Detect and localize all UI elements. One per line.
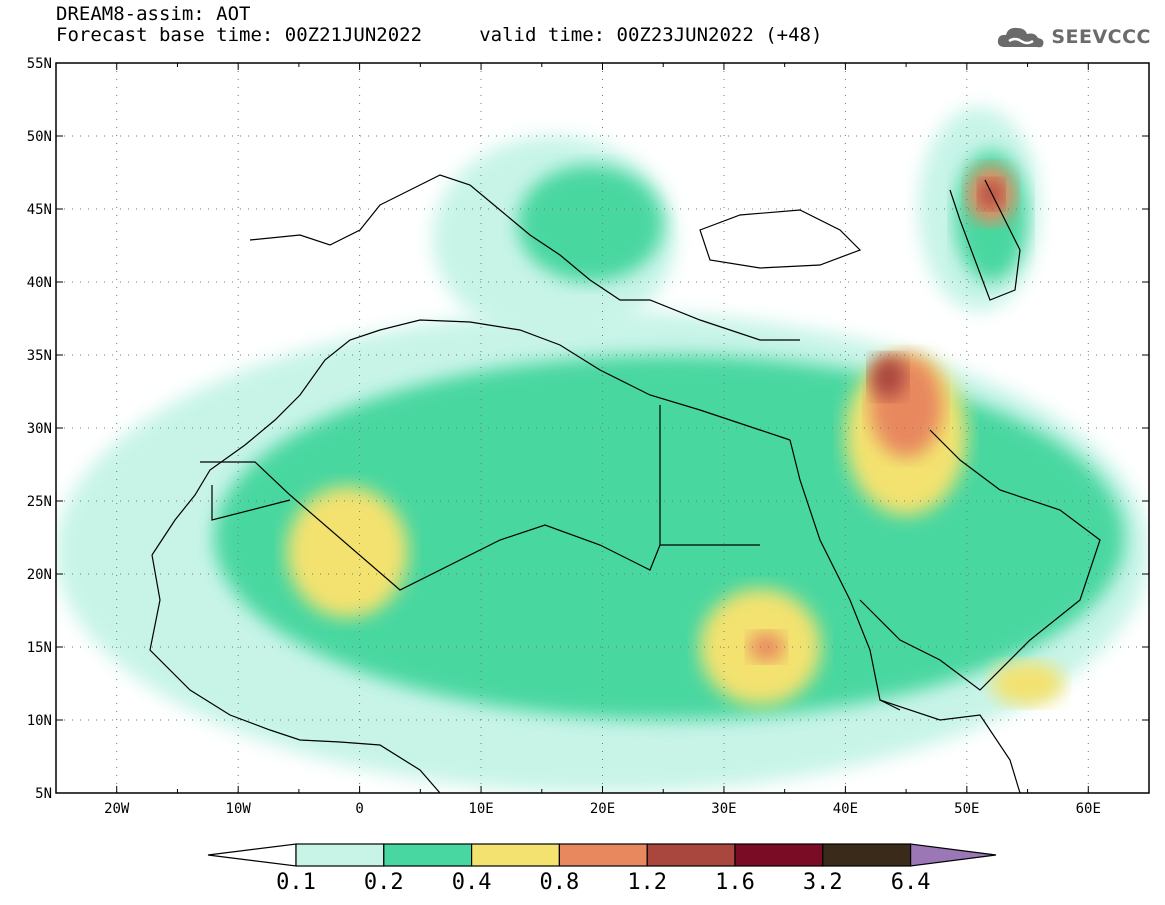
model-title: DREAM8-assim: AOT xyxy=(56,3,251,25)
lat-label-55N: 55N xyxy=(27,56,52,72)
colorbar-label-1.2: 1.2 xyxy=(627,870,667,895)
lat-label-15N: 15N xyxy=(27,640,52,656)
coastline-europe xyxy=(249,174,800,341)
lat-label-25N: 25N xyxy=(27,494,52,510)
colorbar-bin-3 xyxy=(558,843,648,867)
coastline-black-sea xyxy=(699,209,862,269)
aod-field-13 xyxy=(869,355,907,399)
aod-field-4 xyxy=(517,165,664,282)
lat-label-50N: 50N xyxy=(27,129,52,145)
lon-label-10W: 10W xyxy=(226,801,252,817)
lon-label-30E: 30E xyxy=(711,801,736,817)
lat-label-20N: 20N xyxy=(27,567,52,583)
lon-label-10E: 10E xyxy=(468,801,493,817)
lon-label-40E: 40E xyxy=(833,801,858,817)
aod-field-10 xyxy=(748,632,785,662)
coastline-horn-of-africa xyxy=(879,699,1021,793)
border-sahara-north xyxy=(200,461,760,591)
aod-field-9 xyxy=(991,661,1064,706)
lat-label-5N: 5N xyxy=(35,786,52,802)
lon-label-20W: 20W xyxy=(104,801,130,817)
lat-label-45N: 45N xyxy=(27,202,52,218)
lon-label-50E: 50E xyxy=(954,801,979,817)
cloud-logo-icon xyxy=(998,27,1044,48)
colorbar-label-0.4: 0.4 xyxy=(452,870,492,895)
seevccc-logo: SEEVCCC xyxy=(995,22,1151,52)
dust-aod-fields xyxy=(56,106,1149,793)
coastlines-and-borders xyxy=(149,174,1101,793)
coastline-arabia xyxy=(859,429,1101,691)
colorbar-bin-2 xyxy=(471,843,561,867)
lat-label-30N: 30N xyxy=(27,421,52,437)
axis-ticks: 20W 10W 0 10E 20E 30E 40E 50E 60E 5N 10N 15N 20N 25N 3… xyxy=(27,56,1150,817)
border-mauritania xyxy=(211,485,291,521)
forecast-time-line: Forecast base time: 00Z21JUN2022 valid t… xyxy=(56,24,823,46)
colorbar-label-0.1: 0.1 xyxy=(276,870,316,895)
lat-label-40N: 40N xyxy=(27,275,52,291)
colorbar-label-3.2: 3.2 xyxy=(803,870,843,895)
colorbar-label-0.2: 0.2 xyxy=(364,870,404,895)
colorbar-bin-5 xyxy=(734,843,824,867)
colorbar: 0.1 0.2 0.4 0.8 1.2 1.6 3.2 6.4 xyxy=(207,843,997,895)
aod-field-6 xyxy=(286,486,409,618)
lon-label-20E: 20E xyxy=(590,801,615,817)
coastline-caspian xyxy=(949,179,1021,301)
colorbar-label-6.4: 6.4 xyxy=(891,870,931,895)
colorbar-bin-1 xyxy=(383,843,473,867)
logo-text: SEEVCCC xyxy=(1051,26,1151,48)
lat-label-10N: 10N xyxy=(27,713,52,729)
colorbar-label-0.8: 0.8 xyxy=(540,870,580,895)
colorbar-bin-4 xyxy=(646,843,736,867)
coastline-gulf-of-guinea xyxy=(149,554,441,793)
colorbar-bin-6 xyxy=(822,843,912,867)
colorbar-under-triangle xyxy=(207,843,297,867)
lon-label-0: 0 xyxy=(355,801,363,817)
coastline-west-africa xyxy=(151,319,791,556)
colorbar-label-1.6: 1.6 xyxy=(715,870,755,895)
aod-field-14 xyxy=(978,179,1004,209)
lat-label-35N: 35N xyxy=(27,348,52,364)
colorbar-over-triangle xyxy=(909,843,997,867)
lat-lon-grid xyxy=(56,63,1149,793)
colorbar-bin-0 xyxy=(295,843,385,867)
lon-label-60E: 60E xyxy=(1076,801,1101,817)
